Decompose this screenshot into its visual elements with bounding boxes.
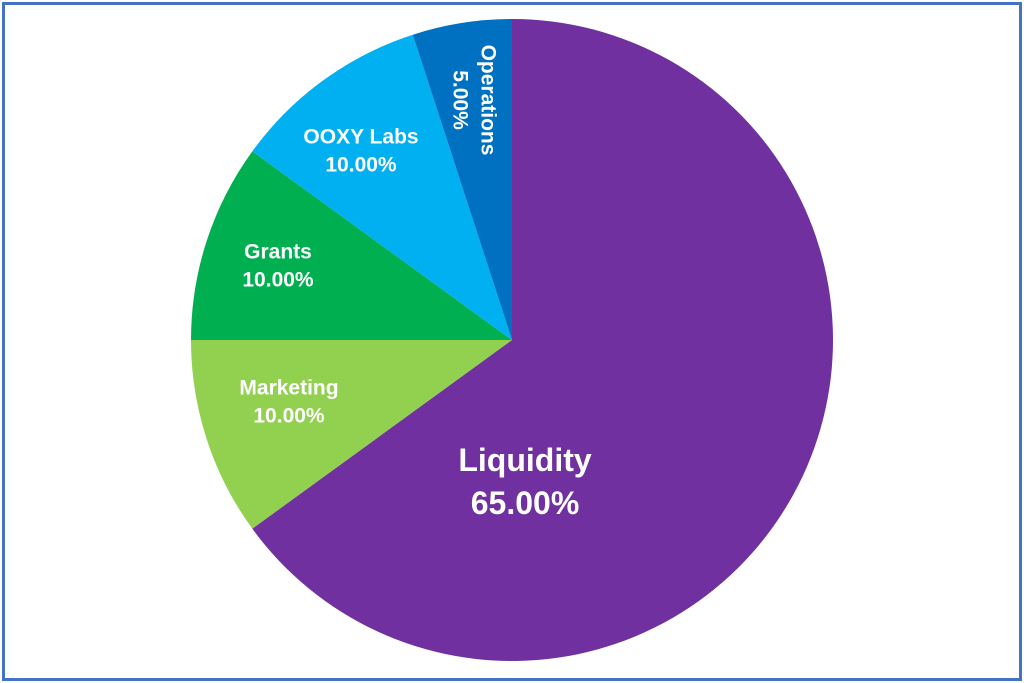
slice-label-grants: Grants 10.00% xyxy=(242,239,313,296)
pie-slice-marketing xyxy=(191,340,512,529)
slice-label-percent: 65.00% xyxy=(470,485,580,521)
pie-slice-operations xyxy=(412,19,512,340)
pie-slice-ooxy-labs xyxy=(252,34,512,341)
pie-slice-grants xyxy=(191,151,512,340)
slice-label-name: Grants xyxy=(244,240,312,264)
slice-label-name: OOXY Labs xyxy=(303,125,419,149)
slice-label-name: Liquidity xyxy=(458,441,592,478)
slice-label-operations: Operations 5.00% xyxy=(445,45,502,156)
slice-label-percent: 5.00% xyxy=(448,70,471,130)
slice-label-name: Operations xyxy=(476,44,500,156)
slice-label-percent: 10.00% xyxy=(253,405,325,428)
slice-label-marketing: Marketing 10.00% xyxy=(239,375,338,432)
slice-label-percent: 10.00% xyxy=(325,154,397,177)
pie-slice-liquidity xyxy=(252,19,834,661)
slice-label-ooxy-labs: OOXY Labs 10.00% xyxy=(303,124,418,181)
slice-label-liquidity: Liquidity 65.00% xyxy=(458,439,591,525)
slice-label-name: Marketing xyxy=(239,376,339,400)
slice-label-percent: 10.00% xyxy=(242,269,314,292)
